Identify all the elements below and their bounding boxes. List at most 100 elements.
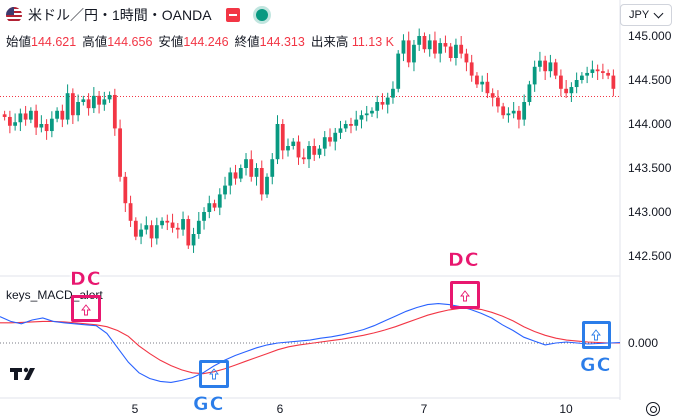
candle-body (412, 44, 416, 63)
candle-body (133, 220, 138, 237)
candle-body (160, 220, 164, 226)
candle-body (291, 141, 296, 146)
candle-body (202, 212, 206, 221)
us-flag-icon (6, 7, 22, 23)
ohlc-values: 始値144.621 高値144.656 安値144.246 終値144.313 … (6, 31, 394, 50)
chevron-down-icon (653, 8, 664, 18)
price-axis-label: 143.500 (628, 161, 672, 175)
market-closed-icon[interactable] (225, 8, 240, 22)
candle-body (501, 106, 506, 116)
live-dot-icon[interactable] (255, 9, 268, 21)
candle-body (532, 66, 537, 85)
candle-body (448, 46, 453, 58)
candle-body (165, 220, 170, 223)
candle-body (600, 71, 605, 73)
candle-body (280, 124, 285, 151)
candle-body (469, 62, 474, 76)
candle-body (223, 185, 227, 195)
candle-body (559, 75, 563, 89)
time-axis-label: 7 (420, 402, 428, 416)
candle-body (375, 102, 380, 111)
candle-body (191, 234, 196, 246)
candle-body (128, 203, 133, 221)
tradingview-logo-icon[interactable] (10, 366, 42, 382)
candle-body (217, 194, 222, 208)
open-label: 始値 (6, 35, 32, 49)
close-label: 終値 (234, 35, 260, 49)
candle-body (102, 99, 107, 105)
candle-body (23, 113, 28, 120)
candle-body (359, 115, 364, 120)
candle-body (454, 44, 458, 58)
indicator-name[interactable]: keys_MACD_alert (6, 288, 103, 302)
candle-body (496, 97, 500, 107)
candle-body (564, 88, 569, 94)
candle-body (391, 88, 395, 98)
candle-body (380, 102, 385, 105)
candle-body (427, 40, 432, 50)
candle-body (28, 110, 33, 120)
candle-body (322, 137, 327, 149)
candle-body (154, 225, 159, 239)
settings-icon[interactable] (646, 402, 660, 416)
macd-line (0, 303, 621, 383)
candle-body (553, 62, 558, 76)
candle-body (238, 168, 243, 179)
candle-body (70, 93, 75, 116)
candle-body (212, 203, 217, 208)
candle-body (569, 87, 574, 94)
macd-zero-label: 0.000 (628, 336, 659, 350)
alert-arrow-icon (591, 329, 601, 341)
candle-body (34, 110, 39, 128)
price-axis-label: 143.000 (628, 205, 672, 219)
currency-button[interactable]: JPY (620, 4, 672, 26)
candle-body (401, 40, 406, 54)
candle-body (118, 128, 122, 177)
candle-body (343, 124, 348, 129)
candle-body (548, 62, 553, 72)
candle-body (86, 99, 91, 109)
candle-body (97, 95, 101, 105)
candle-body (517, 110, 521, 120)
candle-body (522, 102, 527, 120)
candle-body (538, 60, 542, 67)
candle-body (76, 102, 80, 116)
time-axis-label: 10 (559, 402, 573, 416)
candle-body (606, 72, 611, 76)
gc-marker-left (199, 360, 229, 388)
candle-body (39, 124, 44, 128)
candle-body (207, 203, 212, 212)
candle-body (422, 36, 427, 50)
symbol-header[interactable]: 米ドル／円・1時間・OANDA (6, 5, 268, 25)
candle-body (81, 99, 86, 102)
candle-body (18, 113, 23, 123)
candle-body (181, 219, 185, 230)
candle-body (7, 116, 12, 126)
close-value: 144.313 (259, 35, 305, 49)
price-axis-label: 144.000 (628, 117, 672, 131)
gc-marker-right (582, 321, 611, 349)
candle-body (595, 69, 600, 72)
candle-body (244, 159, 248, 168)
candle-body (370, 110, 374, 114)
candle-body (249, 159, 254, 177)
alert-arrow-icon (81, 304, 91, 316)
candle-body (611, 75, 616, 89)
symbol-title[interactable]: 米ドル／円・1時間・OANDA (28, 7, 212, 23)
gc-label-left: GC (193, 393, 225, 416)
candle-body (464, 53, 469, 63)
alert-arrow-icon (209, 368, 219, 380)
candle-body (349, 124, 353, 126)
open-value: 144.621 (31, 35, 77, 49)
candle-body (574, 80, 579, 88)
candle-body (317, 148, 322, 155)
candle-body (527, 84, 532, 102)
candle-body (259, 168, 264, 195)
candle-body (417, 36, 422, 45)
dc-marker-left (71, 295, 101, 322)
low-label: 安値 (158, 35, 184, 49)
volume-value: 11.13 K (351, 35, 394, 49)
candle-body (585, 72, 590, 76)
